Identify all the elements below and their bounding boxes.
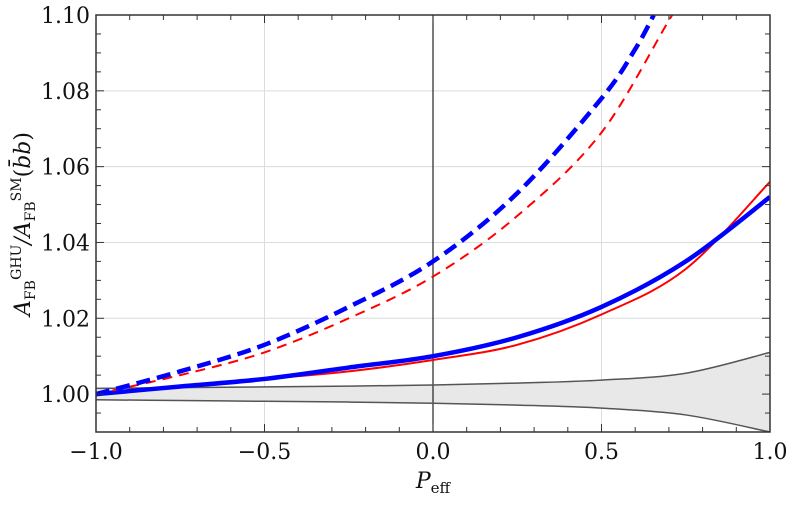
y-tick-label: 1.02 bbox=[41, 307, 90, 332]
x-tick-label: −1.0 bbox=[69, 440, 122, 465]
sm-band-upper-curve bbox=[96, 351, 770, 390]
x-axis-label: Peff bbox=[415, 469, 452, 497]
y-tick-labels: 1.00 1.02 1.04 1.06 1.08 1.10 bbox=[41, 4, 90, 408]
x-tick-label: 1.0 bbox=[753, 440, 788, 465]
y-tick-label: 1.00 bbox=[41, 383, 90, 408]
x-tick-label: 0.5 bbox=[584, 440, 619, 465]
x-tick-label: −0.5 bbox=[238, 440, 291, 465]
blue-solid-thick-curve bbox=[96, 195, 770, 397]
tick-marks bbox=[95, 14, 771, 433]
x-tick-labels: −1.0 −0.5 0.0 0.5 1.0 bbox=[69, 440, 787, 465]
y-axis-label: AFBGHU/AFBSM(b̄b) bbox=[8, 132, 39, 318]
x-tick-label: 0.0 bbox=[416, 440, 451, 465]
blue-dashed-thick-curve bbox=[96, 15, 656, 397]
red-dashed-thin-curve bbox=[96, 15, 674, 396]
y-tick-label: 1.04 bbox=[41, 231, 90, 256]
y-tick-label: 1.06 bbox=[41, 156, 90, 181]
y-tick-label: 1.10 bbox=[41, 4, 90, 29]
y-tick-label: 1.08 bbox=[41, 80, 90, 105]
sm-band-lower-curve bbox=[96, 399, 770, 432]
curves bbox=[96, 15, 770, 432]
svg-text:AFBGHU/AFBSM(b̄b): AFBGHU/AFBSM(b̄b) bbox=[8, 132, 39, 318]
